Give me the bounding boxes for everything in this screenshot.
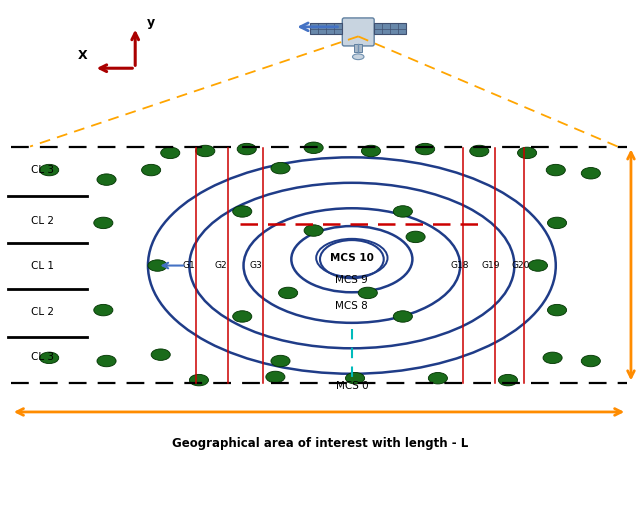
Ellipse shape <box>161 147 180 159</box>
Ellipse shape <box>189 374 209 386</box>
Ellipse shape <box>237 143 256 155</box>
FancyBboxPatch shape <box>342 18 374 46</box>
Ellipse shape <box>470 145 489 157</box>
Bar <box>374 23 406 34</box>
Ellipse shape <box>394 311 412 322</box>
Ellipse shape <box>304 142 323 154</box>
Ellipse shape <box>547 217 566 229</box>
Ellipse shape <box>196 145 215 157</box>
Text: CL 2: CL 2 <box>31 307 54 317</box>
Bar <box>310 23 342 34</box>
Text: G2: G2 <box>215 261 228 270</box>
Ellipse shape <box>546 164 565 176</box>
Text: Geographical area of interest with length - L: Geographical area of interest with lengt… <box>172 437 468 450</box>
Ellipse shape <box>233 206 252 217</box>
Ellipse shape <box>40 352 59 364</box>
Ellipse shape <box>141 164 161 176</box>
Ellipse shape <box>94 217 113 229</box>
Ellipse shape <box>394 206 412 217</box>
Ellipse shape <box>278 287 298 298</box>
Ellipse shape <box>353 54 364 59</box>
Ellipse shape <box>415 143 435 155</box>
Ellipse shape <box>529 260 547 271</box>
Ellipse shape <box>499 374 518 386</box>
Ellipse shape <box>271 162 290 174</box>
Text: G18: G18 <box>451 261 469 270</box>
Ellipse shape <box>358 287 378 298</box>
Ellipse shape <box>271 355 290 367</box>
Ellipse shape <box>543 352 562 364</box>
Text: MCS 0: MCS 0 <box>335 381 368 392</box>
Ellipse shape <box>97 355 116 367</box>
Text: X: X <box>78 49 88 62</box>
Ellipse shape <box>40 164 59 176</box>
Ellipse shape <box>428 373 447 384</box>
Text: CL 2: CL 2 <box>31 216 54 226</box>
Text: G1: G1 <box>183 261 196 270</box>
Ellipse shape <box>362 145 381 157</box>
Text: CL 3: CL 3 <box>31 165 54 175</box>
Ellipse shape <box>581 167 600 179</box>
Text: G19: G19 <box>481 261 500 270</box>
Ellipse shape <box>581 355 600 367</box>
Ellipse shape <box>346 373 365 384</box>
Bar <box>355 44 362 52</box>
Ellipse shape <box>304 225 323 236</box>
Ellipse shape <box>406 231 425 243</box>
Text: G3: G3 <box>250 261 262 270</box>
Text: y: y <box>147 16 155 29</box>
Ellipse shape <box>94 304 113 316</box>
Ellipse shape <box>266 371 285 382</box>
Text: MCS 10: MCS 10 <box>330 253 374 263</box>
Ellipse shape <box>148 260 167 271</box>
Ellipse shape <box>233 311 252 322</box>
Ellipse shape <box>547 304 566 316</box>
Ellipse shape <box>151 349 170 360</box>
Text: CL 1: CL 1 <box>31 261 54 270</box>
Text: MCS 8: MCS 8 <box>335 301 368 311</box>
Text: CL 3: CL 3 <box>31 352 54 361</box>
Ellipse shape <box>97 174 116 185</box>
Ellipse shape <box>518 147 537 159</box>
Text: MCS 9: MCS 9 <box>335 275 368 285</box>
Text: G20: G20 <box>511 261 530 270</box>
